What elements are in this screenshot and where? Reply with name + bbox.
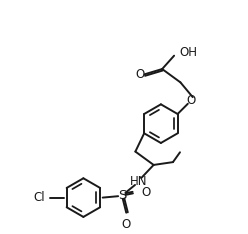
Text: O: O <box>135 68 144 81</box>
Text: Cl: Cl <box>33 191 45 204</box>
Text: OH: OH <box>180 46 198 59</box>
Text: HN: HN <box>130 175 148 188</box>
Text: S: S <box>118 189 126 202</box>
Text: O: O <box>141 186 151 199</box>
Text: O: O <box>122 218 131 231</box>
Text: O: O <box>186 94 196 107</box>
